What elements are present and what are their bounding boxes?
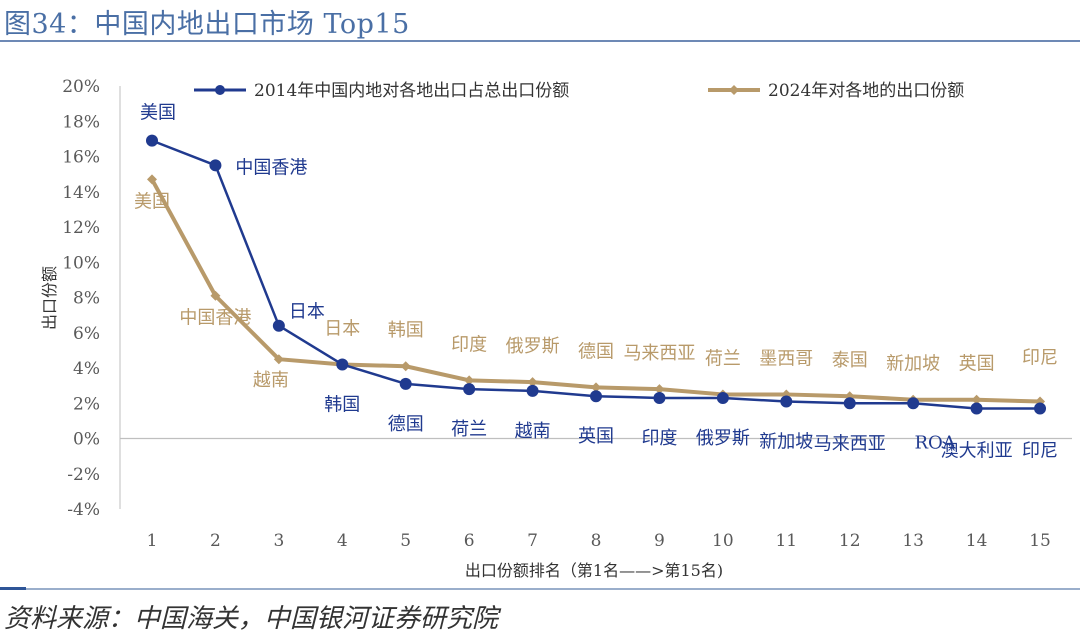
data-label-2014: 马来西亚 <box>814 433 886 454</box>
x-tick-label: 5 <box>400 531 411 551</box>
series-2024-point <box>971 394 982 405</box>
x-tick-label: 11 <box>775 531 797 551</box>
x-tick-label: 13 <box>902 531 924 551</box>
series-2014-point <box>590 390 603 403</box>
x-tick-label: 8 <box>591 531 602 551</box>
x-tick-label: 3 <box>273 531 284 551</box>
footer-divider-accent <box>0 587 26 590</box>
legend-label-2014: 2014年中国内地对各地出口占总出口份额 <box>254 81 569 101</box>
page-title: 图34：中国内地出口市场 Top15 <box>4 9 410 40</box>
series-2024-point <box>210 290 221 301</box>
footer-divider <box>0 588 1080 590</box>
series-2014-point <box>399 377 412 390</box>
series-2014-point <box>716 391 729 404</box>
y-tick-label: 14% <box>62 183 100 203</box>
series-2024-point <box>654 384 665 395</box>
data-label-2024: 越南 <box>253 370 289 391</box>
data-label-2014: 越南 <box>515 421 551 442</box>
x-tick-label: 15 <box>1029 531 1051 551</box>
y-tick-label: 8% <box>73 289 100 309</box>
series-2014-point <box>780 395 793 408</box>
data-label-2014: 新加坡 <box>759 431 813 452</box>
title-divider <box>0 40 1080 42</box>
data-label-2014: 中国香港 <box>235 157 307 178</box>
series-2014-point <box>907 397 920 410</box>
y-tick-label: 2% <box>73 394 100 414</box>
series-2014-point <box>336 358 349 371</box>
series-2014-point <box>463 383 476 396</box>
data-label-2024: 马来西亚 <box>623 343 695 364</box>
data-label-2024: 日本 <box>324 318 360 339</box>
x-axis-title: 出口份额排名（第1名——>第15名) <box>465 561 723 580</box>
line-chart: -4%-2%0%2%4%6%8%10%12%14%16%18%20%1 2 3 4 5 6… <box>40 77 1072 580</box>
legend-marker-2014 <box>215 85 225 95</box>
data-label-2024: 印度 <box>451 334 487 355</box>
data-label-2014: 日本 <box>289 302 325 323</box>
y-tick-label: 6% <box>73 324 100 344</box>
series-2014-point <box>272 319 285 332</box>
y-tick-label: -4% <box>67 500 100 520</box>
y-tick-label: 18% <box>62 112 100 132</box>
series-2024-point <box>400 361 411 372</box>
data-label-2014: 美国 <box>140 103 176 124</box>
x-tick-label: 14 <box>966 531 988 551</box>
data-label-2024: 泰国 <box>832 350 868 371</box>
y-tick-label: 16% <box>62 148 100 168</box>
series-2024-point <box>147 174 157 185</box>
data-label-2014: 俄罗斯 <box>696 428 750 449</box>
legend-label-2024: 2024年对各地的出口份额 <box>768 81 964 101</box>
data-label-2014: 德国 <box>388 414 424 435</box>
y-tick-label: 10% <box>62 253 100 273</box>
x-tick-label: 4 <box>337 531 348 551</box>
data-label-2024: 美国 <box>134 191 170 212</box>
source-note: 资料来源：中国海关，中国银河证券研究院 <box>4 604 499 634</box>
legend-marker-2024 <box>729 85 739 95</box>
y-axis-title: 出口份额 <box>40 266 59 330</box>
data-label-2014: 印度 <box>641 428 677 449</box>
data-label-2024: 韩国 <box>388 320 424 341</box>
data-label-2024: 德国 <box>578 341 614 362</box>
x-tick-label: 10 <box>712 531 734 551</box>
data-label-2014: 澳大利亚 <box>941 441 1013 462</box>
series-2014-point <box>843 397 856 410</box>
x-tick-label: 2 <box>210 531 221 551</box>
data-label-2014: ROA <box>915 432 957 453</box>
series-2024-point <box>527 377 538 388</box>
y-tick-label: 20% <box>62 77 100 97</box>
x-tick-label: 9 <box>654 531 665 551</box>
series-2024-point <box>464 375 475 386</box>
series-2014-point <box>526 384 539 397</box>
data-label-2024: 荷兰 <box>705 348 741 369</box>
series-2014-point <box>970 402 983 415</box>
y-tick-label: 12% <box>62 218 100 238</box>
x-tick-label: 7 <box>527 531 538 551</box>
series-2014-point <box>146 134 158 147</box>
data-label-2024: 英国 <box>959 354 995 375</box>
data-label-2024: 新加坡 <box>886 354 940 375</box>
x-tick-label: 12 <box>839 531 861 551</box>
series-2014-point <box>1034 402 1047 415</box>
y-tick-label: 0% <box>73 430 100 450</box>
data-label-2014: 印尼 <box>1022 441 1058 462</box>
y-tick-label: -2% <box>67 465 100 485</box>
series-2014-point <box>653 391 666 404</box>
data-label-2014: 荷兰 <box>451 419 487 440</box>
x-tick-label: 6 <box>464 531 475 551</box>
series-2024-point <box>273 354 284 365</box>
data-label-2024: 俄罗斯 <box>506 336 560 357</box>
series-2014-point <box>209 159 222 172</box>
data-label-2014: 韩国 <box>324 394 360 415</box>
data-label-2024: 中国香港 <box>179 308 251 329</box>
data-label-2024: 墨西哥 <box>759 348 813 369</box>
y-tick-label: 4% <box>73 359 100 379</box>
x-tick-label: 1 <box>147 531 158 551</box>
series-2024-point <box>591 382 602 393</box>
data-label-2024: 印尼 <box>1022 347 1058 368</box>
data-label-2014: 英国 <box>578 426 614 447</box>
